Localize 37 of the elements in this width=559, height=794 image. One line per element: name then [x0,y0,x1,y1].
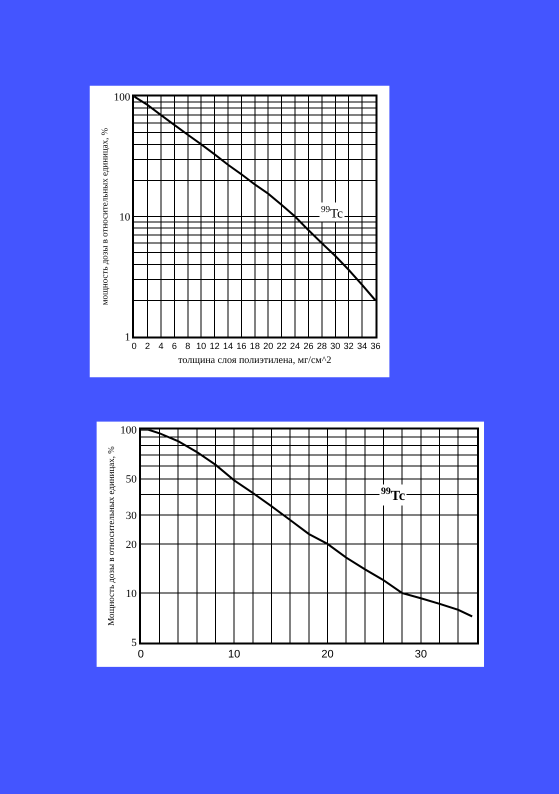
y-axis-title: мощность дозы в относительных единицах, % [100,127,110,306]
x-tick-label: 20 [263,341,274,352]
annotation: $^{99}$Tc [381,486,406,504]
x-tick-label: 24 [290,341,300,352]
y-tick-label: 50 [126,474,138,486]
annotation: $^{99}$Tc [321,204,344,220]
x-tick-label: 2 [145,341,150,352]
x-tick-label: 32 [344,341,354,352]
x-tick-label: 22 [276,341,287,352]
x-tick-label: 30 [414,648,427,660]
x-tick-label: 0 [132,341,137,352]
y-tick-label: 5 [131,637,138,650]
x-tick-label: 34 [357,341,368,352]
y-tick-label: 10 [126,588,138,600]
x-tick-label: 6 [172,341,177,352]
x-tick-label: 28 [316,341,327,352]
y-tick-label: 100 [114,91,131,104]
x-tick-label: 30 [330,341,340,352]
y-tick-label: 30 [126,510,138,522]
y-tick-label: 10 [119,211,131,224]
x-axis-title: толщина слоя полиэтилена, мг/см^2 [178,355,332,366]
x-tick-label: 26 [303,341,314,352]
x-tick-label: 8 [185,341,190,352]
x-tick-label: 36 [370,341,380,352]
x-tick-label: 18 [250,341,260,352]
y-axis-title: Мощность дозы в относительных единицах, % [106,446,116,626]
x-tick-label: 0 [138,648,144,660]
x-tick-label: 4 [158,341,164,352]
y-tick-label: 20 [126,538,138,551]
x-tick-label: 10 [228,648,240,660]
y-tick-label: 100 [120,424,138,436]
x-tick-label: 10 [196,341,206,352]
x-tick-label: 20 [321,648,334,660]
x-tick-label: 14 [222,341,233,352]
y-tick-label: 1 [124,331,130,344]
x-tick-label: 12 [210,341,220,352]
x-tick-label: 16 [236,341,246,352]
